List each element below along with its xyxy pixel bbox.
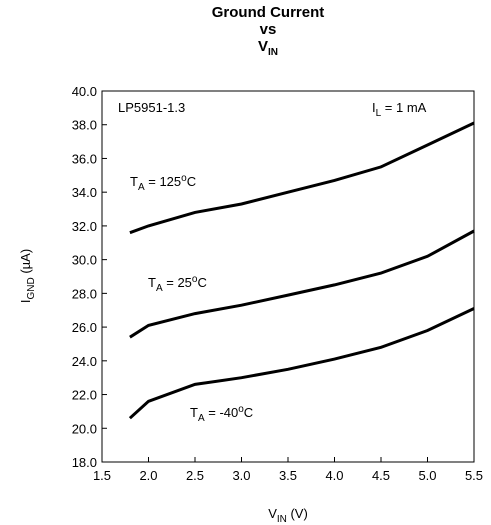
x-tick-label: 1.5 [93, 468, 111, 483]
y-tick-label: 22.0 [72, 388, 97, 403]
x-tick-label: 2.0 [139, 468, 157, 483]
series-label: TA = 125oC [130, 173, 196, 193]
x-tick-label: 5.0 [418, 468, 436, 483]
chart-title: vs [260, 21, 277, 38]
label-part: o [238, 404, 244, 415]
y-tick-label: 20.0 [72, 421, 97, 436]
y-tick-label: 38.0 [72, 118, 97, 133]
label-part: = 125 [145, 174, 182, 189]
label-part: (µA) [18, 249, 33, 277]
title-sub: IN [268, 47, 278, 58]
label-part: T [148, 275, 156, 290]
series-label: TA = -40oC [190, 404, 253, 424]
y-tick-label: 40.0 [72, 84, 97, 99]
label-part: A [198, 413, 205, 424]
label-part: A [138, 182, 145, 193]
y-tick-label: 26.0 [72, 320, 97, 335]
y-tick-label: 24.0 [72, 354, 97, 369]
label-part: A [156, 283, 163, 294]
label-sub: IN [277, 514, 287, 525]
x-tick-label: 4.0 [325, 468, 343, 483]
label-part: C [187, 174, 196, 189]
y-tick-label: 36.0 [72, 151, 97, 166]
label-sub: GND [26, 277, 37, 299]
chart-title: Ground Current [212, 4, 325, 21]
x-axis-label: VIN (V) [268, 506, 308, 525]
label-part: = 25 [163, 275, 192, 290]
x-tick-label: 3.5 [279, 468, 297, 483]
y-tick-label: 30.0 [72, 253, 97, 268]
x-tick-label: 3.0 [232, 468, 250, 483]
label-part: (V) [287, 506, 308, 521]
annotation: IL = 1 mA [372, 100, 427, 119]
annotation: LP5951-1.3 [118, 100, 185, 115]
x-tick-label: 2.5 [186, 468, 204, 483]
x-tick-label: 4.5 [372, 468, 390, 483]
annotation-part: I [372, 100, 376, 115]
label-part: V [268, 506, 277, 521]
y-tick-label: 28.0 [72, 286, 97, 301]
series-line [128, 307, 475, 420]
label-part: o [181, 173, 187, 184]
y-tick-label: 18.0 [72, 455, 97, 470]
annotation-part: = 1 mA [381, 100, 426, 115]
y-tick-label: 32.0 [72, 219, 97, 234]
annotation-sub: L [376, 108, 382, 119]
label-part: = -40 [205, 405, 239, 420]
plot-frame [101, 90, 475, 463]
series-line [129, 121, 475, 235]
y-axis-label: IGND (µA) [18, 249, 37, 303]
label-part: T [130, 174, 138, 189]
label-part: T [190, 405, 198, 420]
x-tick-label: 5.5 [465, 468, 483, 483]
label-part: C [244, 405, 253, 420]
chart-title: VIN [258, 38, 278, 58]
y-tick-label: 34.0 [72, 185, 97, 200]
label-part: I [18, 300, 33, 304]
label-part: o [192, 274, 198, 285]
title-part: V [258, 38, 268, 55]
series-line [129, 229, 475, 339]
series-label: TA = 25oC [148, 274, 207, 294]
label-part: C [197, 275, 206, 290]
